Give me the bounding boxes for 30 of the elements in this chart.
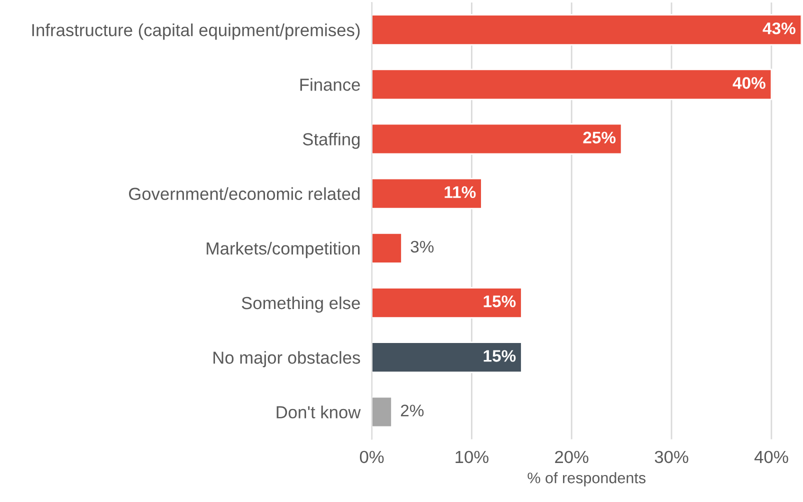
data-label: 43%	[762, 22, 796, 34]
y-tick-label: Staffing	[302, 132, 360, 149]
bar	[372, 396, 392, 428]
x-tick-label: 20%	[555, 450, 588, 464]
x-tick-label: 10%	[456, 450, 488, 464]
data-label: 25%	[583, 132, 616, 144]
bar	[372, 178, 482, 210]
y-tick-label: Markets/competition	[206, 242, 360, 258]
data-label: 3%	[410, 240, 434, 253]
y-tick-label: Don't know	[276, 406, 361, 418]
data-label: 11%	[444, 186, 476, 198]
y-tick-label: Infrastructure (capital equipment/premises)	[32, 24, 360, 40]
bar	[372, 68, 772, 100]
data-label: 15%	[484, 350, 516, 362]
bar	[372, 14, 802, 46]
bar	[372, 287, 522, 318]
x-tick-label: 40%	[754, 450, 788, 464]
data-label: 2%	[400, 404, 424, 416]
bar	[372, 232, 402, 264]
y-tick-label: No major obstacles	[214, 351, 360, 368]
y-tick-label: Government/economic related	[129, 187, 360, 200]
data-label: 40%	[732, 77, 766, 89]
x-tick-label: 30%	[654, 450, 688, 464]
bar	[372, 123, 622, 155]
x-axis-title: % of respondents	[528, 472, 646, 486]
x-tick-label: 0%	[360, 450, 384, 464]
y-tick-label: Finance	[300, 78, 360, 91]
y-tick-label: Something else	[242, 296, 360, 313]
data-label: 15%	[484, 295, 516, 308]
bar	[372, 342, 522, 374]
